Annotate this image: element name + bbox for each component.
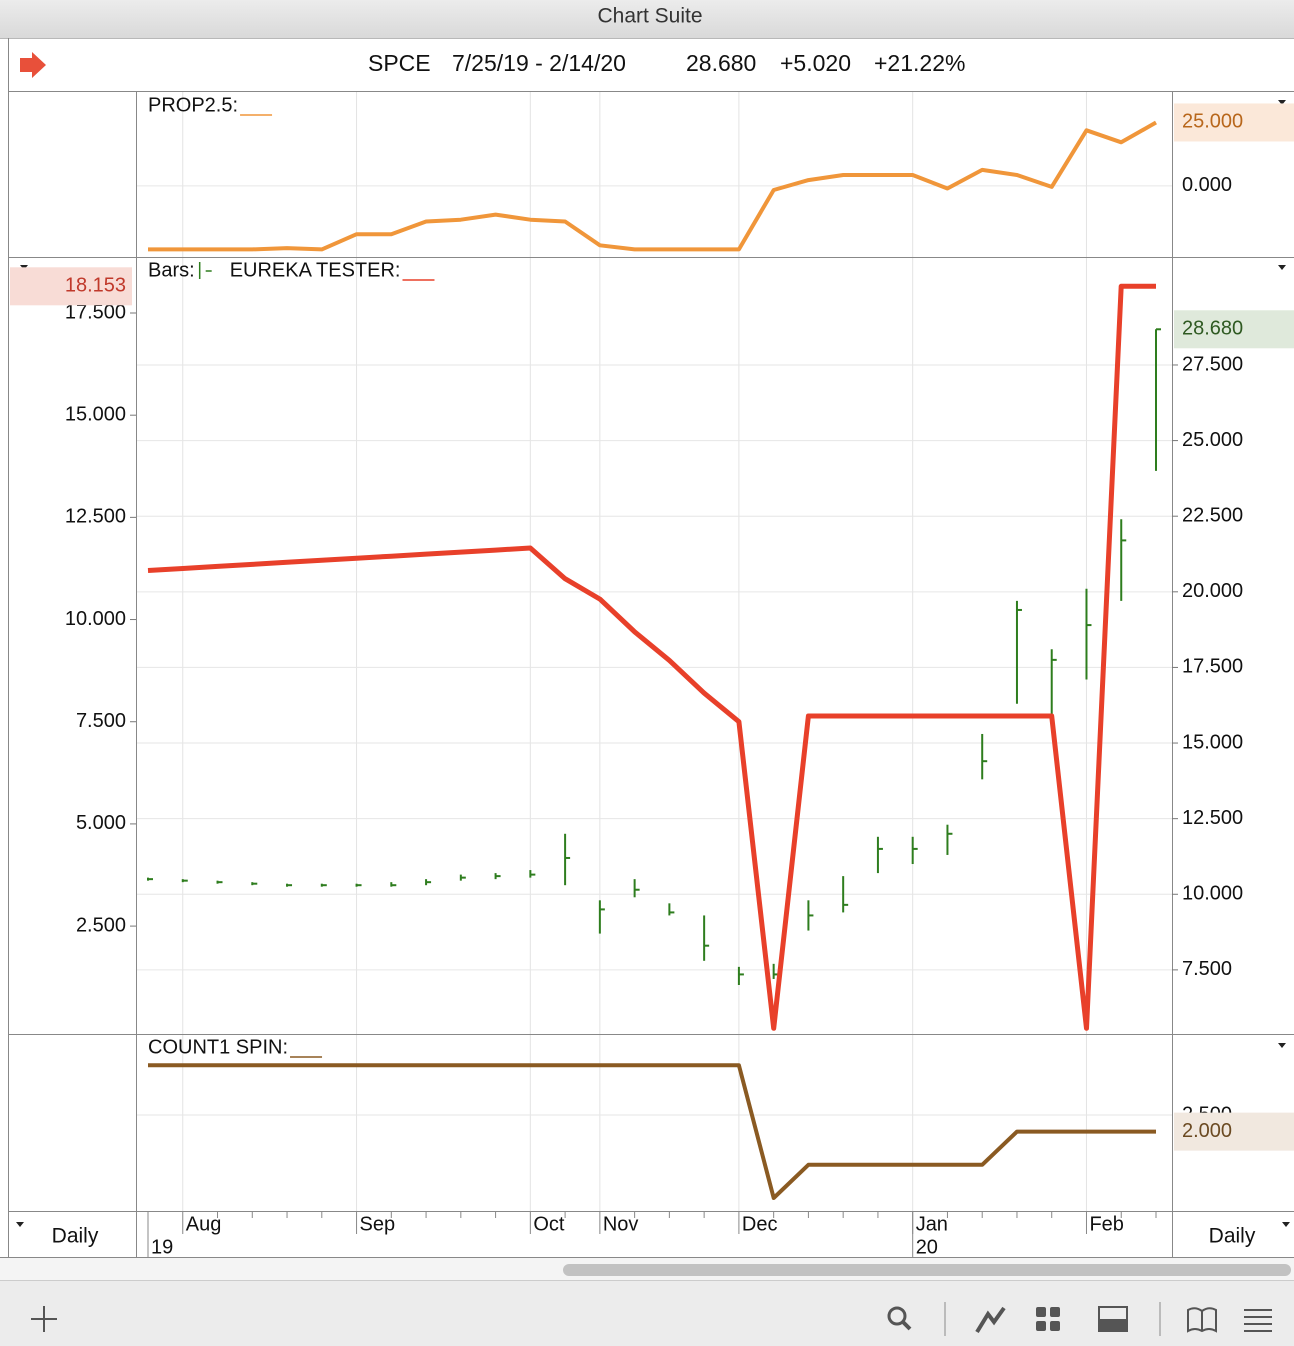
period-label[interactable]: Daily	[52, 1225, 99, 1248]
dropdown[interactable]	[1278, 265, 1286, 270]
layout-button[interactable]	[1036, 1307, 1060, 1331]
y-tick-label: 0.000	[1182, 174, 1232, 196]
legend-label: COUNT1 SPIN:	[148, 1036, 288, 1058]
x-tick-label: Dec	[742, 1213, 778, 1235]
y2-tick-label: 27.500	[1182, 353, 1243, 375]
scrollbar-thumb[interactable]	[563, 1264, 1291, 1276]
grid	[137, 92, 1172, 1211]
series-line	[147, 283, 1156, 1031]
book-button[interactable]	[1187, 1307, 1217, 1333]
series-line	[148, 1063, 1156, 1200]
last-value-label-box	[1174, 310, 1294, 349]
x-tick-label: Nov	[603, 1213, 639, 1235]
chart-button[interactable]	[975, 1306, 1006, 1334]
menu-button[interactable]	[1244, 1309, 1272, 1332]
change: +5.020	[780, 50, 851, 76]
dropdown[interactable]	[1278, 100, 1286, 105]
year-label: 19	[151, 1236, 173, 1258]
y-tick-label: 12.500	[65, 506, 126, 528]
date-range: 7/25/19 - 2/14/20	[452, 50, 626, 76]
last-price: 28.680	[686, 50, 756, 76]
frame	[0, 38, 1294, 1258]
symbol: SPCE	[368, 50, 431, 76]
last-value-label-box	[1174, 1112, 1294, 1151]
legend-label: Bars:	[148, 259, 195, 281]
series-line	[148, 120, 1157, 252]
last-value-label-box	[1174, 103, 1294, 142]
last-value-label: 2.000	[1182, 1120, 1232, 1142]
legend-swatch	[198, 262, 212, 279]
y2-tick-label: 7.500	[1182, 958, 1232, 980]
x-tick-label: Oct	[533, 1213, 565, 1235]
dropdown[interactable]	[1278, 1043, 1286, 1048]
period-label[interactable]: Daily	[1209, 1225, 1256, 1248]
x-tick-label: Jan	[916, 1213, 948, 1235]
dropdown[interactable]	[1282, 1222, 1290, 1227]
y2-tick-label: 20.000	[1182, 580, 1243, 602]
y2-tick-label: 10.000	[1182, 883, 1243, 905]
x-tick-label: Feb	[1089, 1213, 1123, 1235]
dropdown[interactable]	[16, 1222, 24, 1227]
y2-tick-label: 12.500	[1182, 807, 1243, 829]
y-tick-label: 7.500	[76, 710, 126, 732]
last-value-label: 18.153	[65, 275, 126, 297]
panel-button[interactable]	[1098, 1306, 1128, 1332]
toolbar-icons	[31, 1302, 1272, 1336]
y2-tick-label: 15.000	[1182, 731, 1243, 753]
title-bar	[0, 0, 1294, 38]
y-tick-label: 10.000	[65, 608, 126, 630]
legend-label: EUREKA TESTER:	[230, 259, 401, 281]
year-label: 20	[916, 1236, 938, 1258]
last-value-label: 28.680	[1182, 318, 1243, 340]
x-tick-label: Aug	[186, 1213, 222, 1235]
legend-label: PROP2.5:	[148, 94, 238, 116]
y2-tick-label: 22.500	[1182, 504, 1243, 526]
arrow-icon[interactable]	[20, 52, 46, 78]
y2-tick-label: 25.000	[1182, 429, 1243, 451]
last-value-label-box	[10, 267, 132, 306]
search-button[interactable]	[887, 1306, 912, 1331]
y-tick-label: 17.500	[65, 301, 126, 323]
add-button[interactable]	[31, 1306, 57, 1332]
toolbar	[0, 1281, 1294, 1346]
x-tick-label: Sep	[360, 1213, 396, 1235]
y2-tick-label: 17.500	[1182, 656, 1243, 678]
last-value-label: 25.000	[1182, 111, 1243, 133]
y-tick-label: 5.000	[76, 812, 126, 834]
y-tick-label: 2.500	[76, 914, 126, 936]
window-title: Chart Suite	[597, 5, 702, 28]
change-percent: +21.22%	[874, 50, 965, 76]
y-tick-label: 15.000	[65, 403, 126, 425]
